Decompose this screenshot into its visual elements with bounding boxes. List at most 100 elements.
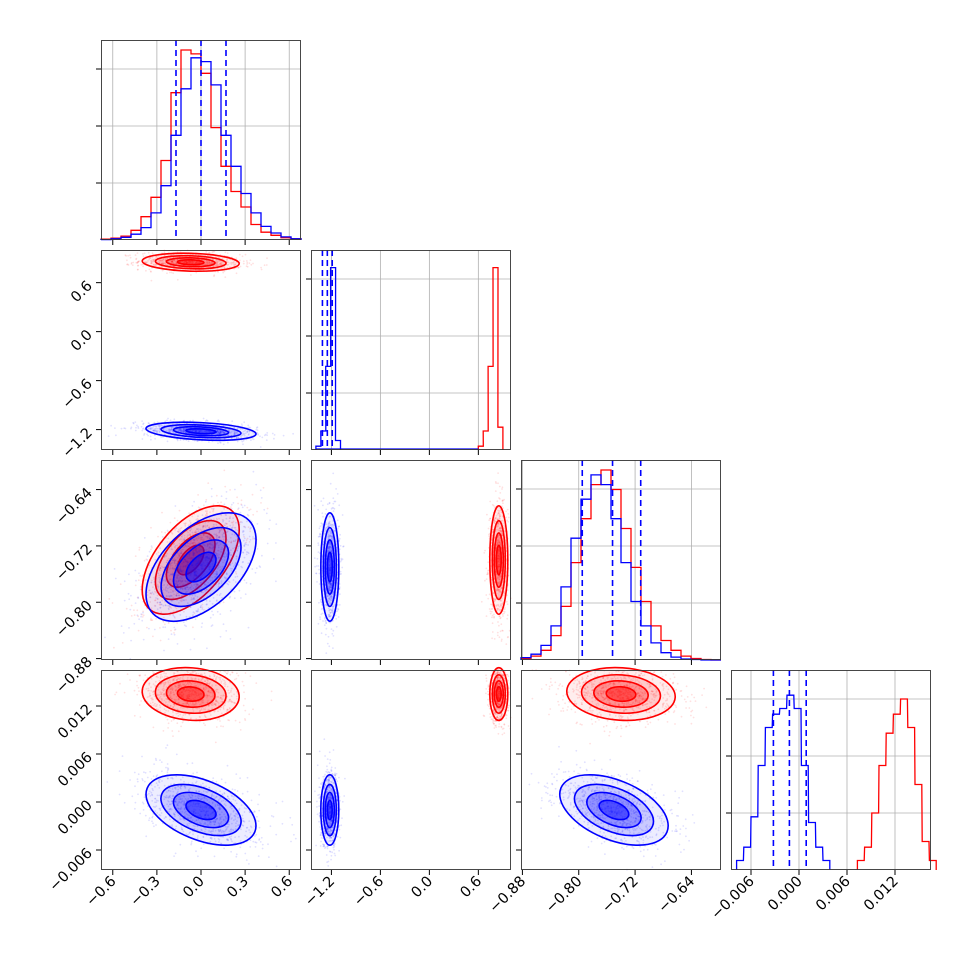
- sample-point: [110, 424, 112, 427]
- sample-point: [219, 635, 222, 638]
- sample-point: [130, 426, 133, 429]
- sample-point: [170, 260, 173, 263]
- sample-point: [191, 262, 194, 265]
- sample-point: [507, 513, 510, 515]
- sample-point: [187, 260, 190, 263]
- sample-point: [185, 625, 188, 628]
- sample-point: [206, 261, 209, 264]
- sample-point: [241, 255, 244, 258]
- sample-point: [162, 258, 165, 260]
- sample-point: [192, 260, 195, 263]
- sample-point: [486, 513, 488, 516]
- sample-point: [320, 500, 323, 502]
- sample-point: [144, 579, 147, 581]
- sample-point: [249, 259, 252, 261]
- sample-point: [220, 495, 223, 498]
- sample-point: [223, 265, 226, 268]
- sample-point: [507, 516, 510, 519]
- sample-point: [142, 428, 144, 430]
- sample-point: [170, 271, 173, 274]
- sample-point: [246, 265, 249, 268]
- sample-point: [243, 579, 246, 582]
- sample-point: [135, 426, 137, 429]
- sample-point: [150, 438, 152, 441]
- sample-point: [138, 572, 140, 575]
- sample-point: [130, 615, 133, 617]
- sample-point: [197, 494, 200, 496]
- sample-point: [235, 257, 238, 259]
- sample-point: [317, 544, 320, 546]
- sample-point: [183, 261, 186, 264]
- sample-point: [314, 565, 316, 568]
- sample-point: [222, 601, 225, 604]
- sample-point: [195, 261, 197, 264]
- sample-point: [485, 578, 488, 580]
- sample-point: [186, 261, 189, 264]
- sample-point: [235, 272, 238, 275]
- sample-point: [123, 599, 126, 602]
- sample-point: [502, 615, 504, 617]
- sample-point: [185, 261, 188, 263]
- sample-point: [498, 624, 500, 627]
- sample-point: [243, 504, 246, 507]
- sample-point: [498, 636, 501, 639]
- sample-point: [324, 633, 327, 636]
- sample-point: [247, 424, 250, 427]
- sample-point: [176, 643, 179, 645]
- sample-point: [259, 446, 262, 448]
- sample-point: [233, 264, 236, 267]
- sample-point: [496, 634, 499, 637]
- sample-point: [166, 257, 169, 260]
- sample-point: [485, 615, 488, 617]
- sample-point: [146, 626, 148, 629]
- sample-point: [127, 264, 130, 266]
- sample-point: [130, 594, 132, 597]
- sample-point: [162, 262, 165, 265]
- sample-point: [166, 440, 169, 443]
- panel-1-0: [101, 250, 301, 450]
- sample-point: [205, 263, 208, 266]
- sample-point: [159, 547, 162, 549]
- sample-point: [171, 260, 174, 262]
- sample-point: [175, 527, 178, 530]
- sample-point: [173, 633, 176, 636]
- sample-point: [245, 260, 248, 262]
- sample-point: [506, 603, 509, 606]
- sample-point: [322, 504, 324, 507]
- sample-point: [339, 533, 341, 536]
- sample-point: [237, 266, 239, 269]
- sample-point: [332, 472, 335, 475]
- sample-point: [200, 626, 203, 628]
- sample-point: [212, 262, 215, 264]
- sample-point: [217, 501, 219, 504]
- sample-point: [321, 512, 324, 515]
- sample-point: [141, 420, 144, 422]
- sample-point: [150, 526, 152, 529]
- sample-point: [230, 506, 232, 508]
- sample-point: [137, 427, 140, 429]
- sample-point: [326, 503, 329, 506]
- sample-point: [158, 261, 161, 264]
- sample-point: [169, 419, 172, 422]
- sample-point: [487, 597, 490, 600]
- sample-point: [316, 557, 319, 560]
- sample-point: [205, 251, 208, 253]
- sample-point: [216, 610, 219, 613]
- sample-point: [195, 261, 198, 264]
- sample-point: [171, 262, 174, 265]
- sample-point: [323, 624, 326, 627]
- sample-point: [244, 253, 247, 256]
- sample-point: [215, 494, 218, 497]
- sample-point: [208, 262, 211, 264]
- sample-point: [233, 590, 236, 593]
- sample-point: [134, 421, 137, 423]
- sample-point: [338, 537, 341, 540]
- panel-background: [311, 460, 511, 660]
- sample-point: [258, 565, 261, 567]
- panel-background: [731, 670, 931, 870]
- sample-point: [126, 259, 128, 262]
- sample-point: [499, 498, 501, 500]
- sample-point: [268, 528, 271, 530]
- sample-point: [225, 630, 228, 632]
- sample-point: [491, 622, 494, 625]
